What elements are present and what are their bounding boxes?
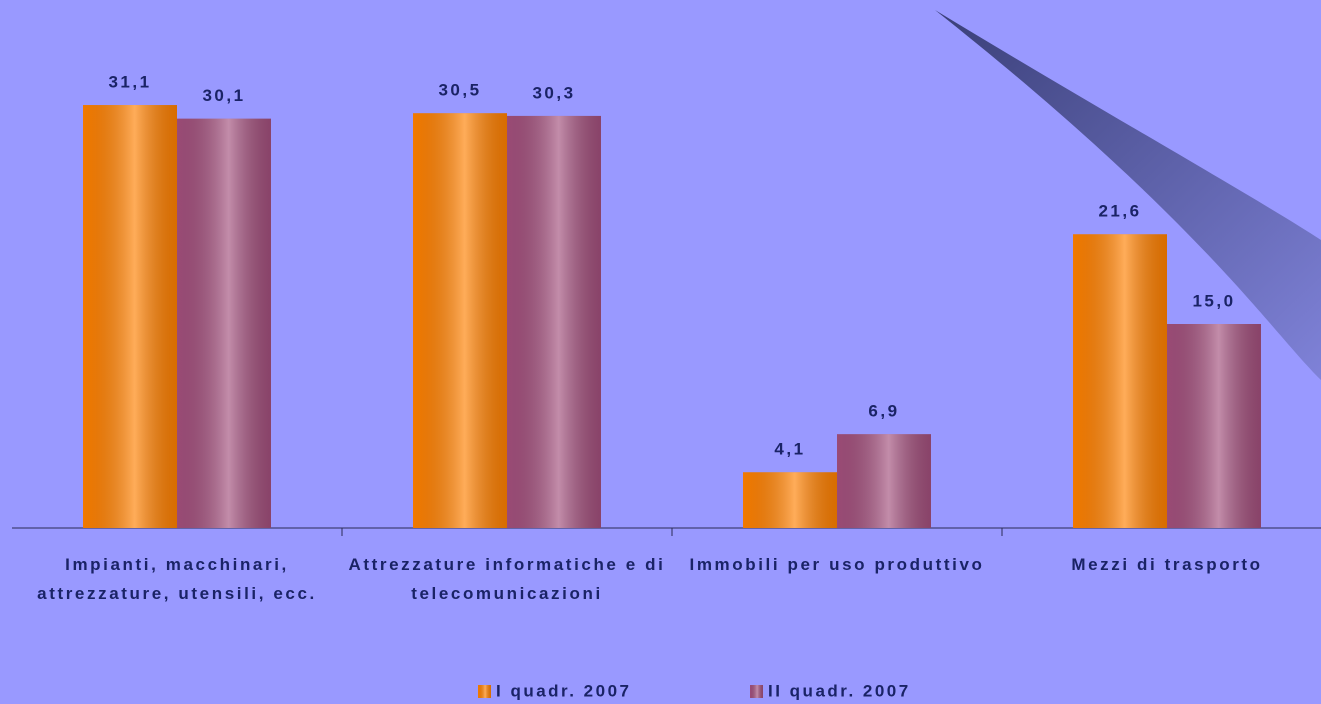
value-label: 31,1 — [108, 73, 151, 92]
value-label: 6,9 — [868, 402, 899, 421]
legend-swatch-shine — [750, 685, 763, 698]
value-label: 30,3 — [532, 83, 575, 102]
bar-shine — [1073, 234, 1167, 529]
x-tick-label: Immobili per uso produttivo — [689, 555, 985, 574]
value-label: 15,0 — [1192, 291, 1235, 310]
value-label: 4,1 — [774, 440, 805, 459]
bar-shine — [1167, 324, 1261, 528]
value-label: 30,5 — [438, 81, 481, 100]
legend-swatch-shine — [478, 685, 491, 698]
x-tick-label: Impianti, macchinari, attrezzature, uten… — [37, 555, 317, 603]
x-tick-label: Mezzi di trasporto — [1071, 555, 1263, 574]
legend-text: II quadr. 2007 — [768, 681, 911, 700]
value-label: 30,1 — [202, 86, 245, 105]
bar-shine — [743, 472, 837, 528]
legend-text: I quadr. 2007 — [496, 681, 632, 700]
bar-shine — [837, 434, 931, 528]
x-tick-label: Attrezzature informatiche e di telecomun… — [348, 555, 666, 603]
bar-shine — [507, 115, 601, 529]
bar-shine — [413, 113, 507, 528]
bar-shine — [177, 118, 271, 528]
bar-shine — [83, 105, 177, 528]
decoration — [935, 10, 1321, 380]
value-label: 21,6 — [1098, 202, 1141, 221]
